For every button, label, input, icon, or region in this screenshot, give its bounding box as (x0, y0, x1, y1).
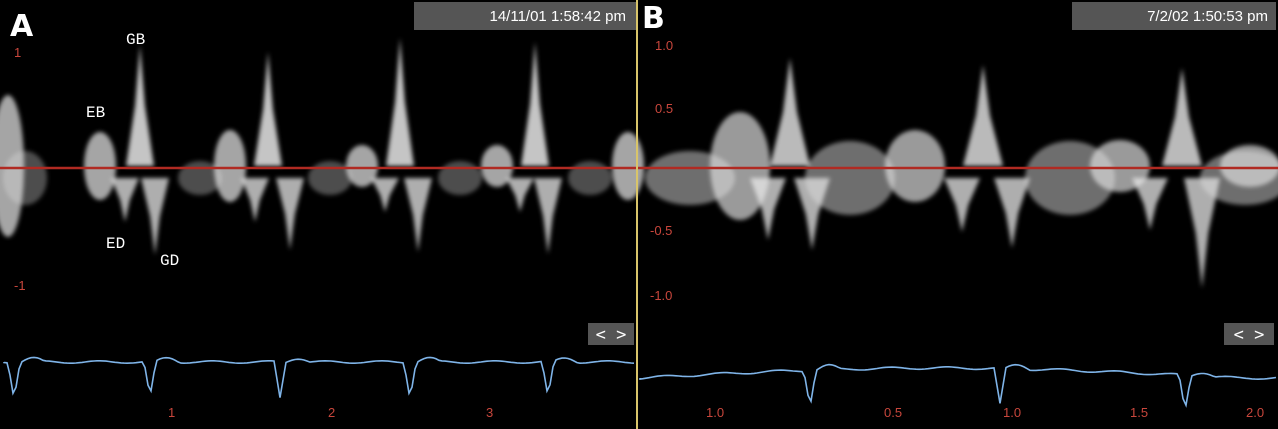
spectral-hump (214, 130, 246, 202)
x-tick-label: 1 (168, 405, 175, 420)
panel-label: A (10, 9, 34, 44)
annotation: EB (86, 104, 105, 122)
x-tick-label: 1.5 (1130, 405, 1148, 420)
x-tick-label: 2 (328, 405, 335, 420)
annotation: GD (160, 252, 179, 270)
spectral-hump (645, 151, 735, 205)
x-tick-label: 0.5 (884, 405, 902, 420)
y-tick-label: 1 (14, 45, 21, 60)
y-tick-label: -0.5 (650, 223, 672, 238)
timestamp: 14/11/01 1:58:42 pm (490, 8, 627, 25)
ultrasound-figure: A 14/11/01 1:58:42 pm GB EB ED GD 1 -1 1… (0, 0, 1278, 429)
x-tick-label: 1.0 (1003, 405, 1021, 420)
y-tick-label: 0.5 (655, 101, 673, 116)
spectral-hump (568, 161, 612, 195)
scroll-label[interactable]: < > (1234, 325, 1265, 345)
spectral-hump (84, 132, 116, 200)
spectral-hump (612, 132, 644, 200)
annotation: ED (106, 235, 125, 253)
y-tick-label: 1.0 (655, 38, 673, 53)
panel-label: B (642, 1, 665, 36)
spectral-hump (178, 161, 222, 195)
timestamp: 7/2/02 1:50:53 pm (1147, 8, 1268, 25)
background (0, 0, 1278, 429)
spectral-hump (3, 151, 47, 205)
spectral-hump (885, 130, 945, 202)
x-tick-label: 3 (486, 405, 493, 420)
spectral-hump (308, 161, 352, 195)
x-tick-label: 1.0 (706, 405, 724, 420)
scroll-label[interactable]: < > (596, 325, 627, 345)
y-tick-label: -1.0 (650, 288, 672, 303)
spectral-hump (805, 141, 895, 215)
y-tick-label: -1 (14, 278, 26, 293)
spectral-hump (438, 161, 482, 195)
spectral-hump (1025, 141, 1115, 215)
annotation: GB (126, 31, 145, 49)
page: {"panels": [ {"label": "A", "timestamp":… (0, 0, 1278, 429)
x-tick-label: 2.0 (1246, 405, 1264, 420)
